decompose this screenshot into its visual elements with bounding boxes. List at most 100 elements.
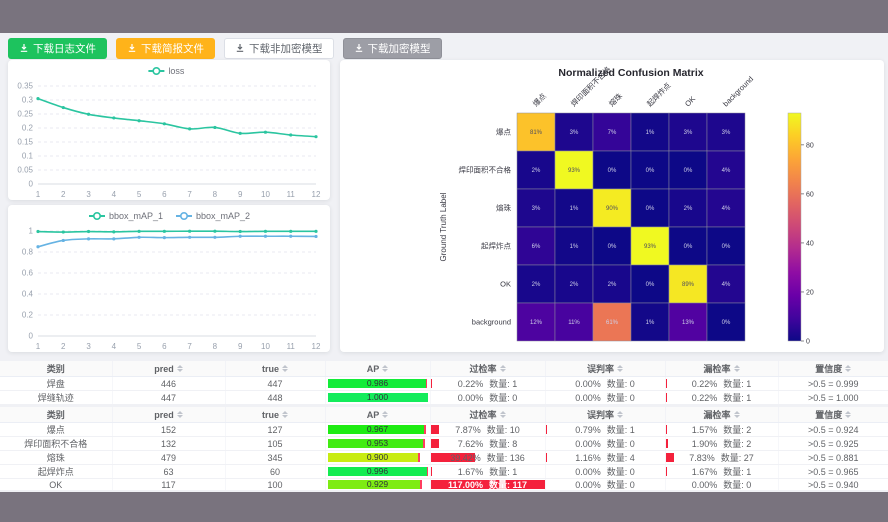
download-icon — [235, 43, 245, 53]
matrix-cell — [554, 188, 594, 228]
ap-remainder-bar — [420, 480, 423, 489]
x-tick-label: 9 — [238, 342, 243, 351]
column-header-AP[interactable]: AP — [325, 361, 431, 377]
x-tick-label: 8 — [213, 342, 218, 351]
bbox-map-chart: bbox_mAP_1 bbox_mAP_200.20.40.60.811 2 3 4 5 6… — [22, 211, 321, 351]
pred-cell: 117 — [112, 478, 226, 491]
svg-text:bbox_mAP_2: bbox_mAP_2 — [196, 211, 250, 221]
matrix-cell — [516, 302, 556, 342]
ap-bar — [327, 480, 421, 489]
sort-caret-icon[interactable] — [382, 365, 389, 372]
data-point — [36, 97, 40, 101]
sort-caret-icon[interactable] — [176, 365, 183, 372]
legend-item-bbox_mAP_1[interactable]: bbox_mAP_1 — [89, 211, 163, 221]
over-detect-bar — [430, 467, 433, 476]
misjudge-count: 数量: 0 — [606, 393, 635, 403]
sort-caret-icon[interactable] — [733, 365, 740, 372]
ap-bar — [327, 393, 428, 402]
column-header-置信度[interactable]: 置信度 — [778, 407, 888, 423]
data-point — [238, 234, 242, 238]
misjudge: 0.00% 数量: 0 — [546, 392, 665, 404]
matrix-cell-value: 3% — [570, 130, 579, 136]
sort-caret-icon[interactable] — [382, 411, 389, 418]
missed-detect-count: 数量: 27 — [720, 453, 754, 463]
sort-caret-icon[interactable] — [617, 365, 623, 372]
sort-caret-icon[interactable] — [282, 411, 288, 418]
column-header-label: 过检率 — [469, 410, 497, 420]
sort-caret-icon[interactable] — [845, 365, 852, 372]
legend-item-loss[interactable]: loss — [148, 66, 185, 76]
matrix-cell-value: 93% — [568, 168, 581, 174]
ap-remainder-bar — [417, 453, 420, 462]
misjudge-value: 0.00% — [575, 392, 601, 403]
true-cell: 448 — [225, 390, 326, 405]
row-label: 起焊炸点 — [481, 241, 511, 251]
sort-caret-icon[interactable] — [499, 365, 506, 372]
x-tick-label: 7 — [187, 342, 192, 351]
misjudge-count: 数量: 0 — [606, 480, 635, 490]
missed-detect-count: 数量: 2 — [723, 439, 752, 449]
missed-detect-value: 0.22% — [691, 378, 718, 389]
matrix-cell-value: 0% — [608, 244, 617, 250]
over-detect-count: 数量: 8 — [489, 439, 518, 449]
download-encrypted-model-button[interactable]: 下载加密模型 — [342, 37, 442, 59]
column-header-label: AP — [366, 409, 380, 420]
column-header-pred[interactable]: pred — [112, 407, 226, 423]
download-icon — [19, 43, 29, 53]
data-point — [112, 116, 116, 120]
table-row: 焊印面积不合格 132 105 0.953 7.62% 数量: 8 0.00% 数量: 0 1.… — [0, 436, 888, 451]
download-report-button[interactable]: 下载简报文件 — [116, 37, 215, 59]
ap-remainder-bar — [422, 439, 425, 448]
class-name-cell: OK — [0, 478, 113, 491]
data-point — [36, 229, 40, 234]
missed-detect: 1.57% 数量: 2 — [665, 424, 778, 435]
ap-cell: 1.000 — [325, 390, 431, 405]
sort-caret-icon[interactable] — [617, 411, 623, 418]
download-plain-model-button[interactable]: 下载非加密模型 — [224, 37, 334, 59]
column-header-漏检率[interactable]: 漏检率 — [665, 407, 779, 423]
column-header-误判率[interactable]: 误判率 — [545, 407, 666, 423]
pred-cell: 63 — [112, 464, 226, 479]
matrix-cell — [516, 226, 556, 266]
sort-caret-icon[interactable] — [499, 411, 506, 418]
true-cell: 105 — [225, 436, 326, 451]
column-header-AP[interactable]: AP — [325, 407, 431, 423]
column-header-true[interactable]: true — [225, 361, 326, 377]
colorbar-tick-label: 20 — [806, 289, 814, 296]
matrix-cell-value: 2% — [532, 282, 541, 288]
missed-detect-bar — [665, 453, 675, 462]
sort-caret-icon[interactable] — [176, 411, 183, 418]
missed-detect-value: 0.22% — [691, 392, 718, 403]
legend-item-bbox_mAP_2[interactable]: bbox_mAP_2 — [176, 211, 250, 221]
sort-caret-icon[interactable] — [733, 411, 740, 418]
over-detect-count: 数量: 10 — [486, 425, 520, 435]
row-label: background — [472, 318, 511, 327]
data-point — [263, 130, 268, 134]
matrix-cell — [592, 188, 632, 228]
column-header-置信度[interactable]: 置信度 — [778, 361, 888, 377]
column-header-误判率[interactable]: 误判率 — [545, 361, 666, 377]
table-row: 焊缝轨迹 447 448 1.000 0.00% 数量: 0 0.00% 数量: 0 0.22%… — [0, 390, 888, 405]
pred-cell: 479 — [112, 450, 226, 465]
pred-cell: 152 — [112, 422, 226, 437]
download-log-button[interactable]: 下载日志文件 — [8, 37, 107, 59]
sort-caret-icon[interactable] — [845, 411, 852, 418]
over-detect: 0.00% 数量: 0 — [431, 392, 545, 404]
column-header-true[interactable]: true — [225, 407, 326, 423]
data-point — [188, 127, 192, 131]
sort-caret-icon[interactable] — [282, 365, 288, 372]
matrix-cell-value: 89% — [682, 282, 695, 288]
missed-detect-bar — [665, 425, 668, 434]
true-cell: 100 — [225, 478, 326, 491]
ap-remainder-bar — [426, 379, 428, 388]
column-header-漏检率[interactable]: 漏检率 — [665, 361, 779, 377]
column-header-过检率[interactable]: 过检率 — [430, 407, 546, 423]
matrix-cell — [554, 150, 594, 190]
data-point — [238, 131, 242, 135]
table-row: 爆点 152 127 0.967 7.87% 数量: 10 0.79% 数量: 1 1.57% 数… — [0, 422, 888, 437]
download-encrypted-model-label: 下载加密模型 — [367, 42, 431, 55]
column-header-过检率[interactable]: 过检率 — [430, 361, 546, 377]
matrix-cell-value: 7% — [608, 130, 617, 136]
matrix-cell-value: 1% — [570, 206, 579, 212]
column-header-pred[interactable]: pred — [112, 361, 226, 377]
